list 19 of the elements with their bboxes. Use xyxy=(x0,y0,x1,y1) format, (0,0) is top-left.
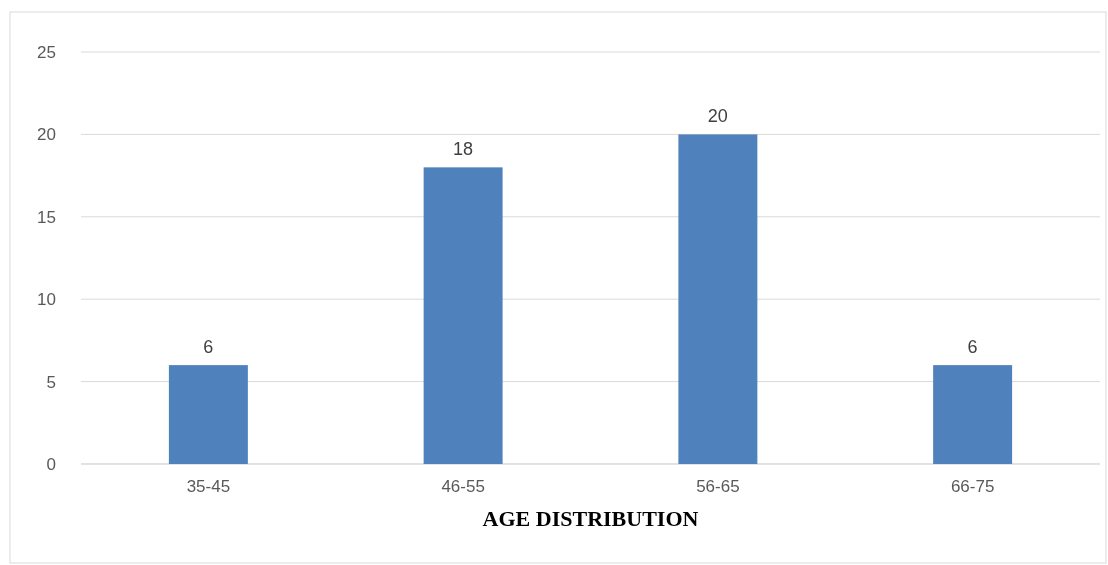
x-tick-label: 66-75 xyxy=(950,477,995,496)
y-tick-label: 15 xyxy=(37,207,56,227)
y-tick-label: 10 xyxy=(37,290,56,310)
bar xyxy=(933,365,1013,464)
x-tick-label: 35-45 xyxy=(186,477,231,496)
x-tick-label: 56-65 xyxy=(696,477,740,496)
data-label: 20 xyxy=(707,106,728,127)
y-tick-label: 0 xyxy=(46,454,56,474)
data-label: 6 xyxy=(967,337,978,358)
x-axis-title: AGE DISTRIBUTION xyxy=(482,506,699,531)
y-tick-label: 25 xyxy=(37,42,56,62)
bar xyxy=(168,365,248,464)
x-tick-label: 46-55 xyxy=(441,477,485,496)
y-tick-label: 5 xyxy=(46,372,56,392)
data-label: 6 xyxy=(203,337,214,358)
y-tick-label: 20 xyxy=(37,125,56,145)
bar xyxy=(678,134,758,464)
bar xyxy=(423,167,503,464)
data-label: 18 xyxy=(453,139,474,160)
